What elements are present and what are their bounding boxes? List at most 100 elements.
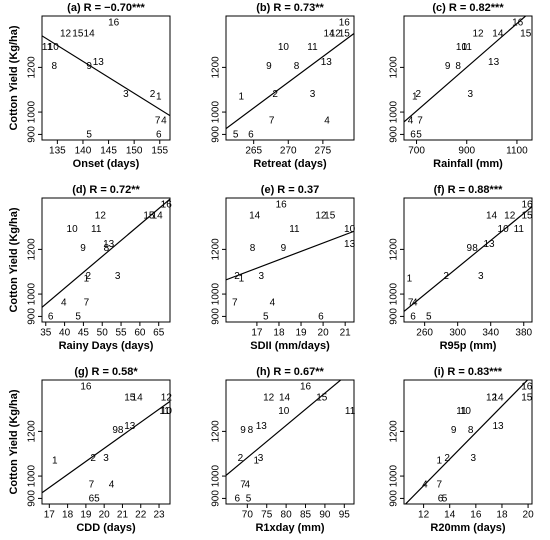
x-tick-label: 145: [100, 146, 117, 157]
point-label: 5: [426, 312, 432, 323]
chart-title: (h) R = 0.67**: [256, 366, 324, 378]
point-label: 5: [246, 494, 252, 505]
point-label: 2: [150, 89, 156, 100]
point-label: 10: [161, 406, 173, 417]
point-label: 9: [445, 61, 451, 72]
point-label: 13: [488, 57, 500, 68]
point-label: 3: [259, 271, 265, 282]
point-label: 12: [95, 210, 107, 221]
x-tick-label: 18: [496, 510, 508, 521]
point-label: 4: [109, 480, 115, 491]
point-label: 5: [94, 494, 100, 505]
x-tick-label: 155: [151, 146, 168, 157]
x-tick-label: 700: [408, 146, 425, 157]
point-label: 7: [84, 298, 90, 309]
point-label: 4: [324, 116, 330, 127]
point-label: 15: [339, 28, 351, 39]
panel: (b) R = 0.73**265 270 27590010001200Retrea…: [211, 2, 355, 170]
regression-line: [404, 380, 529, 504]
point-label: 9: [466, 243, 472, 254]
x-tick-label: 35: [40, 328, 52, 339]
y-tick-label: 1200: [389, 56, 400, 79]
point-label: 15: [521, 210, 533, 221]
point-label: 2: [443, 271, 449, 282]
point-label: 6: [234, 494, 240, 505]
point-label: 6: [156, 130, 162, 141]
point-label: 2: [234, 271, 240, 282]
x-tick-label: 20: [99, 510, 111, 521]
point-label: 12: [315, 210, 327, 221]
point-label: 12: [60, 28, 72, 39]
point-label: 16: [80, 381, 92, 392]
x-tick-label: 340: [482, 328, 499, 339]
point-label: 15: [143, 210, 155, 221]
y-tick-label: 900: [389, 490, 400, 507]
point-label: 14: [84, 28, 96, 39]
chart-title: (f) R = 0.88***: [434, 184, 503, 196]
point-label: 8: [248, 425, 254, 436]
point-label: 10: [498, 224, 510, 235]
regression-line: [42, 198, 170, 308]
point-label: 11: [456, 406, 467, 417]
point-label: 11: [159, 406, 170, 417]
point-label: 1: [239, 274, 245, 285]
y-tick-label: 1000: [389, 283, 400, 306]
point-label: 8: [468, 425, 474, 436]
point-label: 12: [263, 392, 275, 403]
point-label: 2: [238, 453, 244, 464]
point-label: 13: [483, 239, 495, 250]
y-tick-label: 1200: [389, 420, 400, 443]
point-label: 11: [42, 42, 53, 53]
point-label: 16: [276, 199, 288, 210]
x-axis-label: R1xday (mm): [255, 522, 324, 534]
point-label: 13: [93, 57, 105, 68]
point-label: 8: [294, 61, 300, 72]
point-label: 5: [75, 312, 81, 323]
point-label: 5: [416, 130, 422, 141]
point-label: 13: [344, 239, 356, 250]
point-label: 13: [124, 421, 136, 432]
point-label: 15: [324, 210, 336, 221]
point-label: 8: [472, 243, 478, 254]
point-label: 5: [233, 130, 239, 141]
y-tick-label: 1200: [211, 56, 222, 79]
point-label: 14: [324, 28, 336, 39]
y-tick-label: 1000: [27, 465, 38, 488]
plot-frame: [41, 379, 171, 505]
panel: (d) R = 0.72**35 40 45 50 55 60 6590010001200R…: [8, 184, 172, 352]
point-label: 16: [339, 17, 351, 28]
x-tick-label: 20: [318, 328, 330, 339]
x-axis-label: CDD (days): [76, 522, 136, 534]
regression-line: [42, 400, 170, 494]
x-tick-label: 150: [126, 146, 143, 157]
x-axis-label: SDII (mm/days): [250, 340, 330, 352]
point-label: 10: [344, 224, 356, 235]
point-label: 2: [416, 89, 422, 100]
chart-title: (c) R = 0.82***: [432, 2, 504, 14]
y-tick-label: 1000: [211, 465, 222, 488]
point-label: 9: [240, 425, 246, 436]
y-tick-label: 1200: [27, 56, 38, 79]
point-label: 4: [408, 116, 414, 127]
y-tick-label: 1000: [211, 101, 222, 124]
x-tick-label: 23: [153, 510, 165, 521]
point-label: 9: [266, 61, 272, 72]
y-tick-label: 1200: [389, 238, 400, 261]
point-label: 2: [90, 453, 96, 464]
plot-frame: [41, 197, 171, 323]
x-tick-label: 20: [523, 510, 535, 521]
point-label: 16: [300, 381, 312, 392]
plot-frame: [41, 15, 171, 141]
y-axis-label: Cotton Yield (Kg/ha): [8, 389, 20, 494]
x-axis-label: R20mm (days): [430, 522, 506, 534]
x-tick-label: 22: [135, 510, 147, 521]
x-tick-label: 45: [78, 328, 90, 339]
x-tick-label: 300: [449, 328, 466, 339]
point-label: 16: [521, 381, 533, 392]
chart-title: (e) R = 0.37: [261, 184, 319, 196]
x-tick-label: 17: [44, 510, 56, 521]
point-label: 3: [258, 453, 264, 464]
x-tick-label: 900: [458, 146, 475, 157]
